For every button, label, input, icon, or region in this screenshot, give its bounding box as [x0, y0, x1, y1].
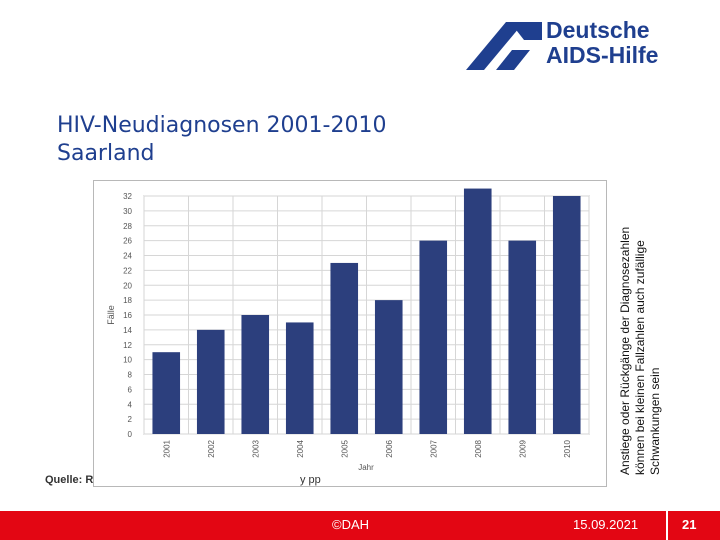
x-axis-title: Jahr	[358, 463, 374, 472]
bar-2002	[196, 329, 225, 434]
x-tick-label: 2007	[429, 439, 438, 457]
y-tick-label: 22	[123, 266, 132, 275]
y-tick-label: 32	[123, 192, 132, 201]
x-tick-label: 2010	[563, 439, 572, 457]
side-note: Anstiege oder Rückgänge der Diagnosezahl…	[618, 226, 662, 475]
y-tick-label: 12	[123, 341, 132, 350]
footer-date: 15.09.2021	[573, 517, 639, 532]
slide-title: HIV-Neudiagnosen 2001-2010 Saarland	[57, 112, 386, 168]
y-tick-label: 2	[128, 415, 133, 424]
x-tick-label: 2005	[340, 439, 349, 457]
y-tick-label: 6	[128, 385, 133, 394]
x-tick-label: 2001	[162, 439, 171, 457]
bar-2004	[285, 322, 314, 434]
bar-2007	[419, 240, 448, 434]
y-tick-label: 26	[123, 237, 132, 246]
y-tick-label: 24	[123, 252, 132, 261]
source-tail: y pp	[300, 474, 321, 486]
y-axis-title: Fälle	[106, 305, 116, 325]
bar-2005	[330, 262, 359, 434]
source-label: Quelle: R	[45, 474, 94, 486]
dah-logo-mark-icon	[466, 22, 542, 70]
footer-page-number: 21	[682, 517, 697, 532]
y-tick-label: 30	[123, 207, 132, 216]
bar-2010	[552, 196, 581, 434]
y-tick-label: 28	[123, 222, 132, 231]
x-tick-label: 2006	[385, 439, 394, 457]
x-tick-label: 2004	[296, 439, 305, 457]
bar-2006	[374, 300, 403, 434]
y-tick-label: 14	[123, 326, 132, 335]
bar-2003	[241, 315, 270, 434]
logo-text: Deutsche AIDS-Hilfe	[546, 18, 658, 68]
title-line2: Saarland	[57, 141, 155, 166]
y-tick-label: 8	[128, 371, 133, 380]
y-tick-label: 16	[123, 311, 132, 320]
footer-bar: ©DAH 15.09.2021 21	[0, 511, 720, 540]
y-tick-label: 20	[123, 281, 132, 290]
y-tick-label: 10	[123, 356, 132, 365]
y-tick-label: 0	[128, 430, 133, 439]
footer-copyright: ©DAH	[332, 517, 370, 532]
x-tick-label: 2002	[207, 439, 216, 457]
x-tick-label: 2008	[474, 439, 483, 457]
logo-line2: AIDS-Hilfe	[546, 42, 659, 68]
x-tick-label: 2003	[251, 439, 260, 457]
chart-frame: 0 2 4 6 8 10 12 14 16 18 20 22 24 26 28 30 32 2001 2002 200…	[93, 180, 607, 487]
footer-divider	[666, 511, 668, 540]
logo-line1: Deutsche	[546, 17, 650, 43]
x-tick-label: 2009	[518, 439, 527, 457]
y-tick-label: 18	[123, 296, 132, 305]
bar-2001	[152, 352, 181, 434]
bar-2009	[508, 240, 537, 434]
dah-logo: Deutsche AIDS-Hilfe	[466, 18, 666, 74]
y-tick-label: 4	[128, 400, 133, 409]
bar-2008	[463, 188, 492, 434]
title-line1: HIV-Neudiagnosen 2001-2010	[57, 113, 387, 138]
